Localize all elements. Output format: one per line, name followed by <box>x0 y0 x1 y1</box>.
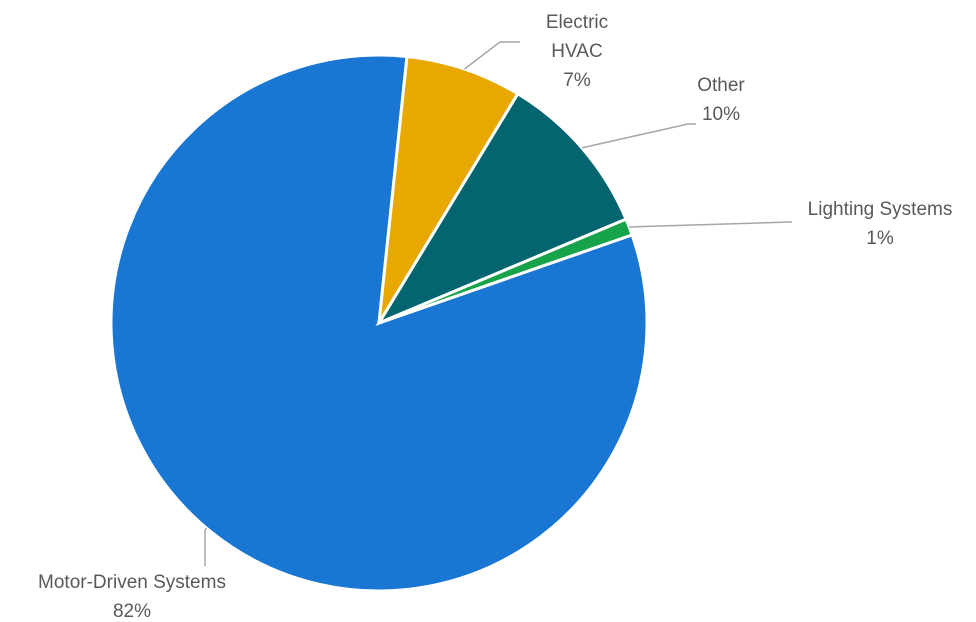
value-other: 10% <box>702 104 740 125</box>
label-lighting-systems: Lighting Systems <box>808 199 953 220</box>
leader-line-other <box>581 123 696 149</box>
leader-lines <box>204 41 792 566</box>
value-electric-hvac: 7% <box>563 70 591 91</box>
value-motor-driven-systems: 82% <box>113 601 151 622</box>
label-electric-hvac-line2: HVAC <box>551 41 602 62</box>
label-other: Other <box>697 75 745 96</box>
leader-line-lighting-systems <box>629 221 792 228</box>
label-motor-driven-systems: Motor-Driven Systems <box>38 572 226 593</box>
label-electric-hvac-line1: Electric <box>546 12 608 33</box>
value-lighting-systems: 1% <box>866 228 894 249</box>
leader-line-motor-driven-systems <box>204 527 208 566</box>
pie-slice-other <box>375 91 629 327</box>
pie-slices <box>109 53 649 593</box>
pie-slice-electric-hvac <box>377 54 520 324</box>
leader-line-electric-hvac <box>464 41 520 70</box>
pie-slice-lighting-systems <box>378 217 635 325</box>
